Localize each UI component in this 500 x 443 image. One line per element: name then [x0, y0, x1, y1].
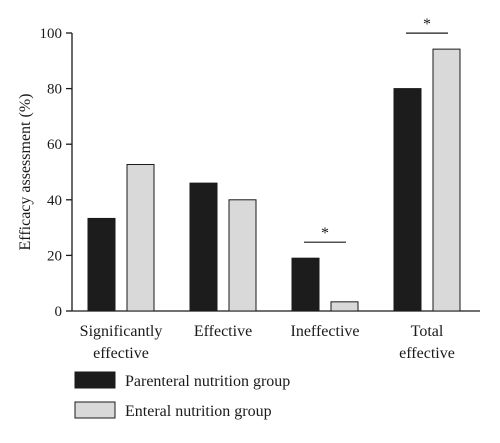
y-tick-label: 60 — [47, 137, 62, 153]
x-category-label: Ineffective — [291, 323, 360, 340]
bars-layer — [87, 48, 461, 312]
y-tick-label: 40 — [47, 193, 62, 209]
y-tick-label: 100 — [40, 26, 63, 42]
x-category-label: effective — [399, 345, 455, 362]
legend: Parenteral nutrition group Enteral nutrit… — [74, 371, 290, 420]
bar-enteral-0 — [126, 163, 155, 312]
bar-enteral-2 — [330, 301, 359, 312]
x-category-label: effective — [93, 345, 149, 362]
y-axis-label: Efficacy assessment (%) — [17, 94, 34, 251]
y-axis: 0 20 40 60 80 100 — [40, 26, 73, 320]
bar-enteral-1 — [228, 199, 257, 312]
legend-swatch — [74, 401, 116, 419]
bar-parenteral-3 — [393, 88, 422, 312]
significance-marker: * — [321, 225, 329, 242]
x-category-label: Total — [411, 323, 444, 340]
legend-label: Enteral nutrition group — [125, 403, 272, 420]
category-labels: Significantly effective Effective Ineffecti… — [80, 323, 455, 362]
bar-parenteral-1 — [189, 182, 218, 312]
x-category-label: Significantly — [80, 323, 163, 340]
bar-parenteral-2 — [291, 257, 320, 312]
significance-layer: ** — [304, 16, 448, 243]
legend-swatch — [74, 371, 116, 389]
legend-label: Parenteral nutrition group — [125, 373, 290, 390]
y-tick-label: 80 — [47, 82, 62, 98]
x-category-label: Effective — [194, 323, 252, 340]
y-tick-label: 0 — [55, 304, 63, 320]
bar-enteral-3 — [432, 48, 461, 312]
bar-parenteral-0 — [87, 217, 116, 312]
significance-marker: * — [423, 16, 431, 33]
y-tick-label: 20 — [47, 248, 62, 264]
